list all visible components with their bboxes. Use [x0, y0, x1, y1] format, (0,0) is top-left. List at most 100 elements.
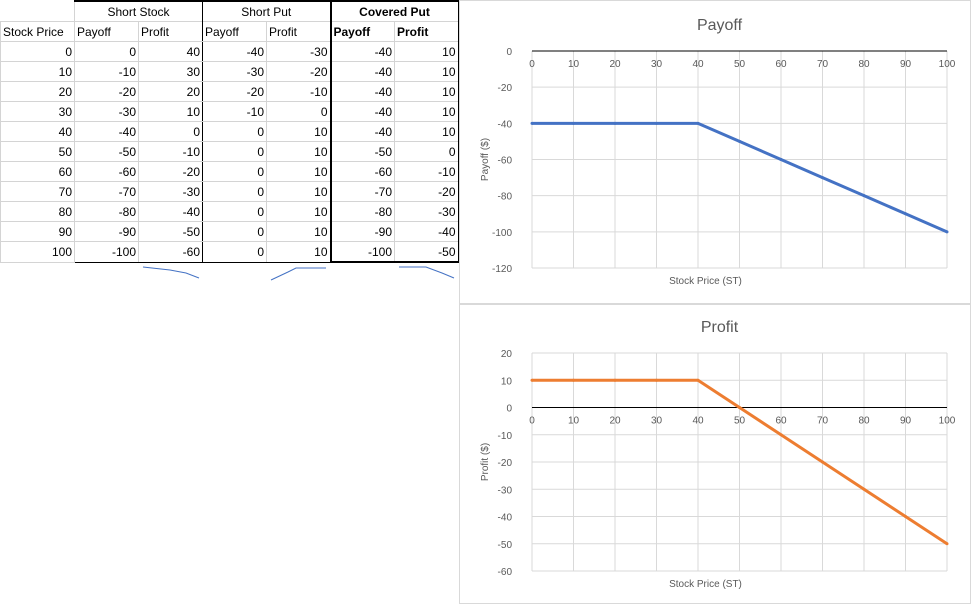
cell-short-put-profit[interactable]: 10 [266, 161, 331, 182]
cell-short-stock-payoff[interactable]: -20 [74, 81, 139, 102]
cell-covered-put-profit[interactable]: 0 [394, 141, 460, 162]
column-header-short-stock-profit[interactable]: Profit [138, 21, 203, 42]
x-tick-label: 10 [568, 59, 580, 70]
cell-short-put-profit[interactable]: -20 [266, 61, 331, 82]
data-point [738, 406, 741, 409]
cell-short-put-payoff[interactable]: 0 [202, 181, 267, 202]
cell-short-put-profit[interactable]: 10 [266, 241, 331, 263]
cell-short-stock-profit[interactable]: 40 [138, 41, 203, 62]
cell-short-stock-profit[interactable]: 10 [138, 101, 203, 122]
payoff-chart[interactable]: 0 -20 -40 -60 -80 -100 -120 0 10 20 30 40 50 60 70 80 90… [459, 0, 971, 304]
table-row: 100 -100 -60 0 10 -100 -50 [0, 241, 460, 263]
column-header-short-stock-payoff[interactable]: Payoff [74, 21, 139, 42]
cell-short-put-payoff[interactable]: -40 [202, 41, 267, 62]
cell-covered-put-payoff[interactable]: -40 [329, 41, 395, 62]
cell-short-put-payoff[interactable]: -30 [202, 61, 267, 82]
cell-covered-put-payoff[interactable]: -40 [329, 61, 395, 82]
cell-stock-price[interactable]: 100 [0, 241, 75, 263]
x-tick-label: 0 [529, 59, 535, 70]
x-tick-label: 20 [609, 59, 621, 70]
data-point [945, 230, 949, 234]
cell-stock-price[interactable]: 20 [0, 81, 75, 102]
cell-stock-price[interactable]: 80 [0, 201, 75, 222]
group-header-covered-put[interactable]: Covered Put [329, 0, 460, 22]
column-header-short-put-payoff[interactable]: Payoff [202, 21, 267, 42]
cell-covered-put-payoff[interactable]: -40 [329, 121, 395, 142]
cell-short-stock-payoff[interactable]: -100 [74, 241, 139, 263]
profit-chart[interactable]: 20 10 0 -10 -20 -30 -40 -50 -60 0 10 20 30 40 50 60 70 80… [459, 304, 971, 604]
cell-covered-put-profit[interactable]: -50 [394, 241, 460, 263]
cell-short-stock-payoff[interactable]: -10 [74, 61, 139, 82]
cell-stock-price[interactable]: 30 [0, 101, 75, 122]
cell-stock-price[interactable]: 10 [0, 61, 75, 82]
cell-covered-put-payoff[interactable]: -90 [329, 221, 395, 242]
cell-short-put-payoff[interactable]: 0 [202, 201, 267, 222]
cell-short-stock-payoff[interactable]: -40 [74, 121, 139, 142]
cell-stock-price[interactable]: 50 [0, 141, 75, 162]
cell-short-put-profit[interactable]: 10 [266, 201, 331, 222]
cell-covered-put-profit[interactable]: 10 [394, 121, 460, 142]
column-header-covered-put-profit[interactable]: Profit [394, 21, 460, 42]
cell-short-put-profit[interactable]: 10 [266, 221, 331, 242]
cell-short-stock-profit[interactable]: -40 [138, 201, 203, 222]
cell-covered-put-profit[interactable]: -40 [394, 221, 460, 242]
group-header-short-put[interactable]: Short Put [202, 0, 331, 22]
cell-stock-price[interactable]: 40 [0, 121, 75, 142]
cell-short-stock-payoff[interactable]: -60 [74, 161, 139, 182]
cell-covered-put-payoff[interactable]: -80 [329, 201, 395, 222]
data-point [613, 378, 617, 382]
cell-covered-put-payoff[interactable]: -40 [329, 81, 395, 102]
cell-short-stock-payoff[interactable]: -30 [74, 101, 139, 122]
column-header-covered-put-payoff[interactable]: Payoff [329, 21, 395, 42]
cell-short-stock-profit[interactable]: 0 [138, 121, 203, 142]
cell-short-put-payoff[interactable]: -20 [202, 81, 267, 102]
cell-covered-put-payoff[interactable]: -40 [329, 101, 395, 122]
cell-stock-price[interactable]: 0 [0, 41, 75, 62]
cell-short-put-profit[interactable]: 10 [266, 181, 331, 202]
cell-covered-put-profit[interactable]: 10 [394, 41, 460, 62]
cell-short-stock-profit[interactable]: -30 [138, 181, 203, 202]
cell-stock-price[interactable]: 70 [0, 181, 75, 202]
cell-covered-put-profit[interactable]: 10 [394, 81, 460, 102]
cell-short-put-payoff[interactable]: -10 [202, 101, 267, 122]
cell-short-stock-profit[interactable]: -20 [138, 161, 203, 182]
header-cell-blank[interactable] [0, 1, 75, 22]
cell-short-put-payoff[interactable]: 0 [202, 221, 267, 242]
cell-short-put-payoff[interactable]: 0 [202, 241, 267, 263]
cell-short-put-payoff[interactable]: 0 [202, 141, 267, 162]
cell-short-stock-payoff[interactable]: -80 [74, 201, 139, 222]
cell-covered-put-profit[interactable]: -10 [394, 161, 460, 182]
cell-short-put-profit[interactable]: -30 [266, 41, 331, 62]
cell-covered-put-payoff[interactable]: -100 [329, 241, 395, 263]
column-header-stock-price[interactable]: Stock Price [0, 21, 75, 42]
cell-stock-price[interactable]: 60 [0, 161, 75, 182]
y-tick-label: 0 [506, 404, 512, 415]
group-header-short-stock[interactable]: Short Stock [74, 0, 203, 22]
cell-short-put-profit[interactable]: 10 [266, 141, 331, 162]
cell-stock-price[interactable]: 90 [0, 221, 75, 242]
cell-short-put-profit[interactable]: 0 [266, 101, 331, 122]
cell-short-stock-profit[interactable]: -60 [138, 241, 203, 263]
cell-short-stock-payoff[interactable]: -90 [74, 221, 139, 242]
cell-covered-put-profit[interactable]: -30 [394, 201, 460, 222]
cell-short-put-profit[interactable]: -10 [266, 81, 331, 102]
cell-short-stock-payoff[interactable]: -50 [74, 141, 139, 162]
cell-short-put-payoff[interactable]: 0 [202, 161, 267, 182]
cell-covered-put-payoff[interactable]: -60 [329, 161, 395, 182]
cell-short-stock-profit[interactable]: 20 [138, 81, 203, 102]
cell-short-put-profit[interactable]: 10 [266, 121, 331, 142]
cell-covered-put-profit[interactable]: 10 [394, 61, 460, 82]
table-row: 40 -40 0 0 10 -40 10 [0, 121, 460, 142]
data-point [862, 487, 866, 491]
cell-short-stock-profit[interactable]: -10 [138, 141, 203, 162]
cell-short-stock-profit[interactable]: -50 [138, 221, 203, 242]
cell-short-stock-payoff[interactable]: 0 [74, 41, 139, 62]
cell-short-put-payoff[interactable]: 0 [202, 121, 267, 142]
cell-covered-put-payoff[interactable]: -50 [329, 141, 395, 162]
cell-covered-put-payoff[interactable]: -70 [329, 181, 395, 202]
cell-covered-put-profit[interactable]: 10 [394, 101, 460, 122]
cell-short-stock-payoff[interactable]: -70 [74, 181, 139, 202]
cell-covered-put-profit[interactable]: -20 [394, 181, 460, 202]
column-header-short-put-profit[interactable]: Profit [266, 21, 331, 42]
cell-short-stock-profit[interactable]: 30 [138, 61, 203, 82]
